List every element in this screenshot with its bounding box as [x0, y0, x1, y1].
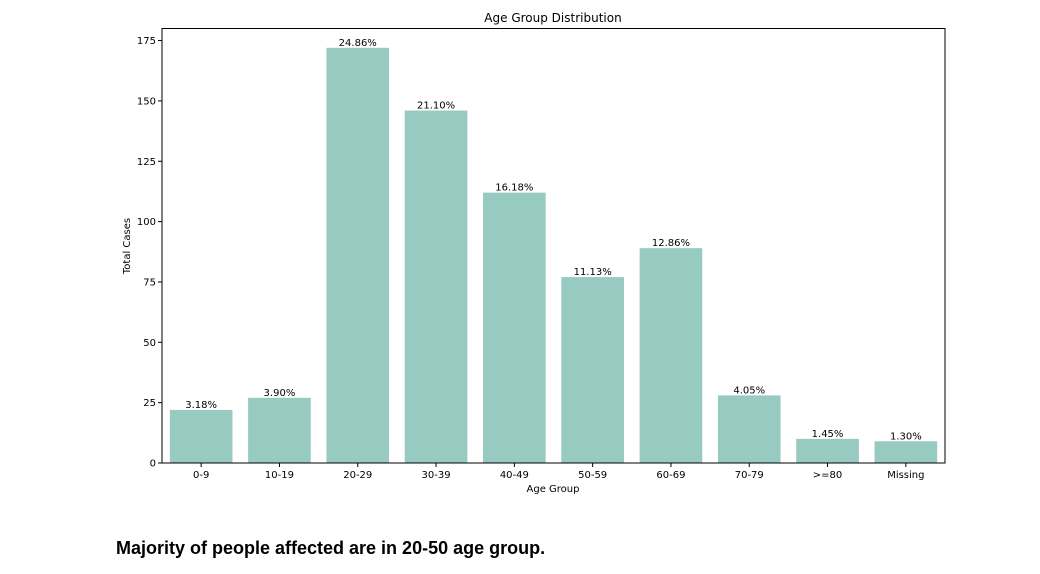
y-tick-label: 150: [137, 96, 156, 107]
y-axis-label: Total Cases: [122, 218, 133, 275]
x-tick-label: 10-19: [265, 470, 294, 481]
x-tick-label: Missing: [887, 470, 924, 481]
bar-data-label: 21.10%: [417, 101, 455, 112]
x-tick-label: 30-39: [422, 470, 451, 481]
bar->=80: [796, 438, 859, 463]
x-tick-label: 50-59: [578, 470, 607, 481]
bar-Missing: [874, 441, 938, 463]
bar-0-9: [169, 409, 233, 463]
x-tick-label: >=80: [813, 470, 842, 481]
bar-data-label: 12.86%: [652, 238, 690, 249]
bar-50-59: [561, 277, 624, 463]
x-tick-label: 60-69: [656, 470, 685, 481]
chart-caption: Majority of people affected are in 20-50…: [116, 538, 546, 558]
bar-data-label: 11.13%: [574, 267, 612, 278]
bars-group: [169, 47, 938, 464]
y-tick-label: 175: [137, 36, 156, 47]
y-tick-label: 25: [143, 398, 156, 409]
y-axis: 0 25 50 75 100 125 150 175: [137, 36, 162, 470]
bar-data-label: 24.86%: [339, 38, 377, 49]
y-tick-label: 100: [137, 217, 156, 228]
x-tick-label: 20-29: [343, 470, 372, 481]
bar-40-49: [483, 192, 546, 463]
plot-frame: [161, 28, 946, 464]
y-tick-label: 125: [137, 157, 156, 168]
bar-data-label: 16.18%: [495, 183, 533, 194]
bar-data-label: 3.90%: [264, 388, 296, 399]
bar-data-label: 1.45%: [812, 429, 844, 440]
data-labels-group: 3.18% 3.90% 24.86% 21.10% 16.18% 11.13% 12.86%…: [185, 38, 921, 442]
x-tick-label: 70-79: [735, 470, 764, 481]
x-axis-label: Age Group: [527, 484, 580, 495]
bar-10-19: [248, 397, 311, 463]
bar-data-label: 4.05%: [733, 385, 765, 396]
age-group-bar-chart: Age Group Distribution 3.18% 3.90% 24.86% 2…: [122, 11, 946, 495]
bar-70-79: [717, 395, 781, 463]
bar-data-label: 1.30%: [890, 431, 922, 442]
x-axis: 0-9 10-19 20-29 30-39 40-49 50-59 60-69 70-79 >=…: [193, 463, 924, 481]
bar-60-69: [639, 248, 703, 463]
bar-20-29: [326, 47, 390, 464]
y-tick-label: 75: [143, 277, 156, 288]
x-tick-label: 40-49: [500, 470, 529, 481]
x-tick-label: 0-9: [193, 470, 209, 481]
bar-data-label: 3.18%: [185, 400, 217, 411]
y-tick-label: 0: [150, 459, 156, 470]
chart-title: Age Group Distribution: [484, 11, 621, 25]
bar-30-39: [404, 110, 468, 464]
y-tick-label: 50: [143, 338, 156, 349]
